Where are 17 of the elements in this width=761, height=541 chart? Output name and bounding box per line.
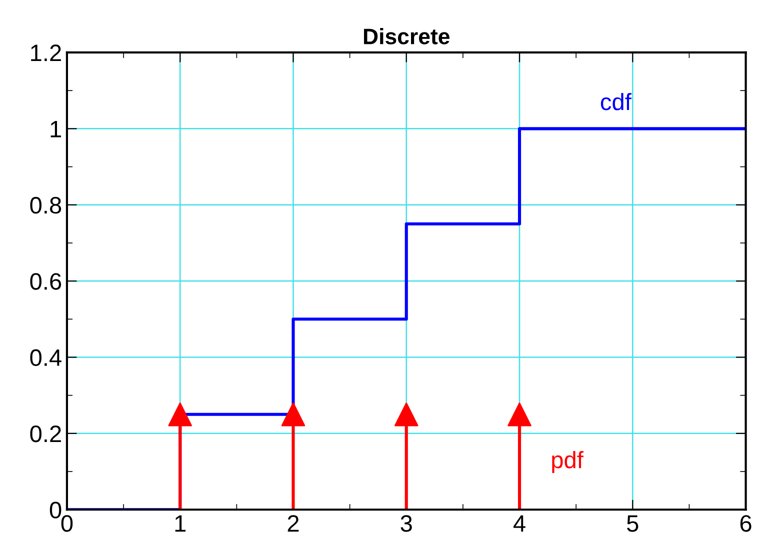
x-tick-label: 5	[627, 515, 638, 532]
series-label: pdf	[552, 451, 584, 474]
y-tick-label: 1.2	[31, 44, 61, 62]
y-tick-label: 0.4	[30, 349, 62, 366]
chart-title: Discrete	[364, 28, 450, 44]
x-tick-label: 2	[288, 515, 299, 532]
x-tick-label: 4	[513, 515, 526, 532]
y-tick-label: 0	[50, 502, 62, 518]
y-tick-label: 0.8	[30, 196, 62, 214]
y-tick-label: 0.2	[30, 426, 61, 442]
x-tick-label: 6	[740, 515, 752, 532]
y-tick-label: 1	[50, 120, 61, 138]
y-tick-label: 0.6	[30, 273, 62, 290]
x-tick-label: 0	[61, 515, 73, 532]
x-tick-label: 1	[175, 515, 186, 532]
series-label: cdf	[600, 92, 632, 110]
x-tick-label: 3	[400, 515, 412, 532]
